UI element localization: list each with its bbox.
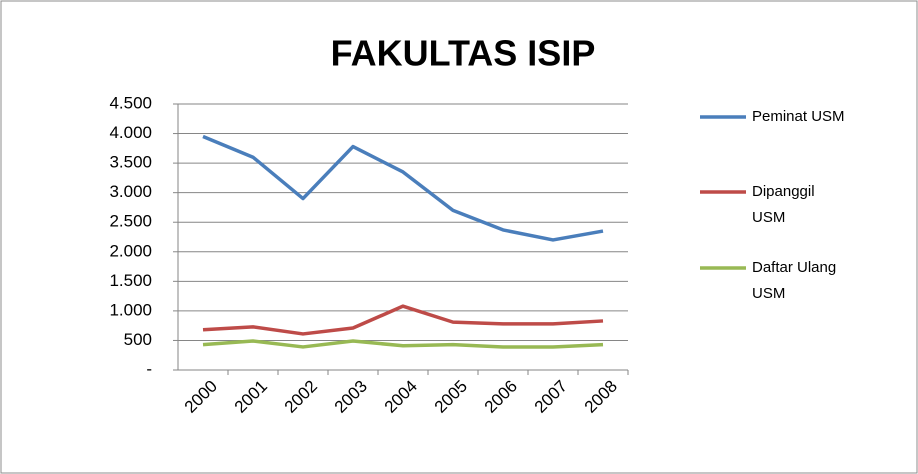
y-tick-label: 1.500	[109, 271, 152, 290]
y-tick-label: 3.500	[109, 153, 152, 172]
y-tick-label: 4.000	[109, 123, 152, 142]
legend-label: Daftar Ulang USM	[752, 259, 837, 302]
legend-label: Dipanggil USM	[752, 183, 815, 226]
y-tick-label: 4.500	[109, 93, 152, 112]
series-line	[202, 134, 604, 242]
series-line	[202, 304, 604, 336]
y-tick-label: 500	[124, 330, 152, 349]
y-tick-label: 3.000	[109, 182, 152, 201]
y-tick-label: 1.000	[109, 300, 152, 319]
legend-label: Peminat USM	[752, 108, 845, 125]
y-tick-label: 2.000	[109, 241, 152, 260]
y-tick-label: -	[146, 359, 152, 378]
y-tick-label: 2.500	[109, 212, 152, 231]
series-line	[202, 339, 604, 349]
chart-title: FAKULTAS ISIP	[331, 33, 596, 74]
